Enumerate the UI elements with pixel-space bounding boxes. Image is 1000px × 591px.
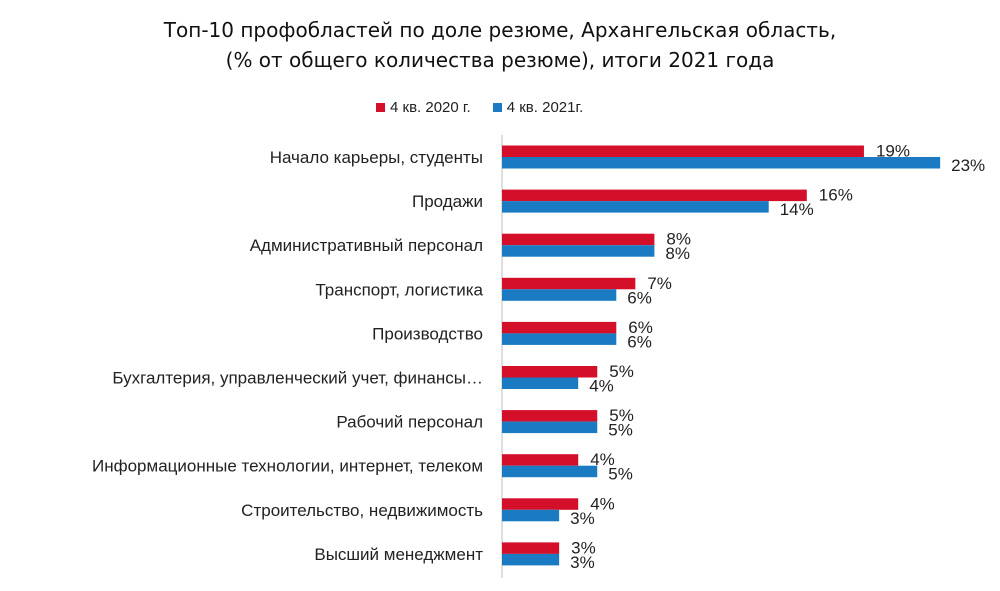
category-label: Бухгалтерия, управленческий учет, финанс… <box>112 369 483 388</box>
chart-title-line-1: Топ-10 профобластей по доле резюме, Арха… <box>163 18 837 42</box>
data-label-2021: 14% <box>780 200 814 219</box>
data-label-2021: 3% <box>570 509 595 528</box>
bar-2021 <box>502 157 941 169</box>
bar-2021 <box>502 333 617 345</box>
legend-label-2020: 4 кв. 2020 г. <box>390 98 471 116</box>
legend-item-2021: 4 кв. 2021г. <box>492 98 584 116</box>
category-label: Производство <box>372 324 483 343</box>
category-label: Рабочий персонал <box>336 413 483 432</box>
bar-2021 <box>502 421 598 434</box>
bar-2021 <box>502 245 655 257</box>
data-label-2021: 4% <box>589 377 614 396</box>
bar-2021 <box>502 201 769 213</box>
category-label: Продажи <box>412 192 483 211</box>
data-label-2020: 8% <box>666 230 691 249</box>
data-label-2020: 5% <box>609 406 634 425</box>
data-label-2020: 7% <box>647 274 672 293</box>
legend-swatch-2020 <box>376 102 385 112</box>
data-label-2021: 8% <box>665 244 690 263</box>
bar-2021 <box>502 509 560 522</box>
data-label-2020: 4% <box>590 494 615 513</box>
category-label: Административный персонал <box>250 236 483 255</box>
bar-2020 <box>502 145 864 157</box>
bar-2021 <box>502 289 617 301</box>
data-label-2020: 6% <box>628 318 653 337</box>
category-label: Строительство, недвижимость <box>241 501 483 520</box>
legend-swatch-2021 <box>492 102 502 112</box>
category-label: Высший менеджмент <box>314 545 483 564</box>
data-label-2020: 3% <box>571 538 596 557</box>
legend-item-2020: 4 кв. 2020 г. <box>376 99 471 116</box>
data-label-2021: 5% <box>608 421 633 440</box>
bar-2020 <box>502 410 598 422</box>
data-label-2021: 6% <box>627 332 652 351</box>
chart-title-line-2: (% от общего количества резюме), итоги 2… <box>225 48 775 72</box>
data-label-2020: 16% <box>819 186 853 205</box>
bar-2020 <box>502 498 579 510</box>
data-label-2021: 23% <box>951 156 985 175</box>
data-label-2020: 5% <box>609 362 634 381</box>
category-label: Начало карьеры, студенты <box>270 148 483 167</box>
legend-label-2021: 4 кв. 2021г. <box>506 98 584 116</box>
data-label-2020: 4% <box>590 450 615 469</box>
bar-2020 <box>502 454 579 466</box>
data-label-2021: 3% <box>570 553 595 572</box>
data-label-2021: 5% <box>608 465 633 484</box>
data-label-2021: 6% <box>627 288 652 307</box>
bar-2020 <box>502 366 598 378</box>
bar-2021 <box>502 553 560 566</box>
chart-legend: 4 кв. 2020 г. 4 кв. 2021г. <box>376 97 605 117</box>
bar-2020 <box>502 277 636 290</box>
bar-2021 <box>502 377 579 389</box>
category-label: Информационные технологии, интернет, тел… <box>92 457 483 476</box>
data-label-2020: 19% <box>876 142 910 161</box>
bar-2020 <box>502 321 617 334</box>
bar-2021 <box>502 465 598 478</box>
bar-2020 <box>502 189 807 202</box>
bar-2020 <box>502 233 655 246</box>
bar-2020 <box>502 542 560 554</box>
category-label: Транспорт, логистика <box>315 280 483 299</box>
